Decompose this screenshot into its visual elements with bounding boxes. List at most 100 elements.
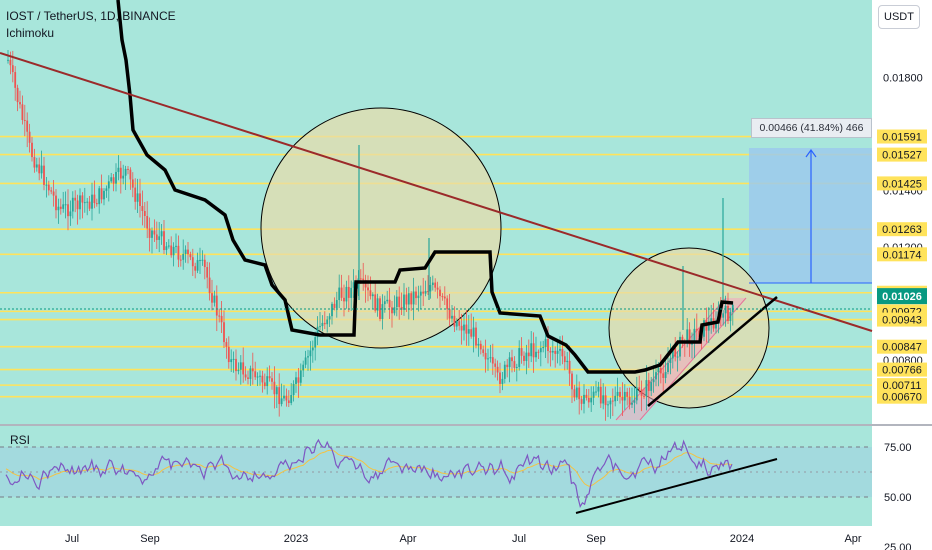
candle-body xyxy=(410,293,413,305)
candle-body xyxy=(674,347,677,357)
candle-body xyxy=(611,400,614,402)
candle-body xyxy=(319,326,321,328)
candle-body xyxy=(59,206,62,209)
candle-body xyxy=(542,346,545,349)
candle-body xyxy=(271,378,273,382)
candle-body xyxy=(249,368,252,379)
candle-body xyxy=(703,320,705,337)
candle-body xyxy=(547,338,549,352)
candle-body xyxy=(107,181,110,189)
candle-body xyxy=(597,386,600,392)
level-badge-label: 0.01263 xyxy=(882,224,922,236)
candle-body xyxy=(501,378,504,384)
candle-body xyxy=(686,329,689,343)
candle-body xyxy=(225,342,228,347)
candle-body xyxy=(395,296,398,308)
chart-title: IOST / TetherUS, 1D, BINANCE xyxy=(6,9,176,23)
candle-body xyxy=(268,376,271,379)
candle-body xyxy=(453,315,456,327)
candle-body xyxy=(407,293,410,305)
level-badge-label: 0.01425 xyxy=(882,178,922,190)
rsi-label[interactable]: RSI xyxy=(10,433,31,447)
candle-body xyxy=(393,307,396,314)
candle-body xyxy=(616,391,619,396)
candle-body xyxy=(623,391,626,401)
candle-body xyxy=(45,184,48,186)
candle-body xyxy=(664,371,667,378)
level-badge xyxy=(877,312,927,327)
candle-body xyxy=(127,168,129,170)
descending-trendline[interactable] xyxy=(0,52,873,332)
candle-body xyxy=(443,296,446,299)
candle-body xyxy=(208,277,211,294)
candle-body xyxy=(671,347,674,359)
candle-body xyxy=(640,389,643,396)
current-price-label: 0.01026 xyxy=(882,291,922,303)
indicator-name[interactable]: Ichimoku xyxy=(6,26,55,40)
candle-body xyxy=(467,329,470,334)
time-axis[interactable]: Jul Sep 2023 Apr Jul Sep 2024 Apr xyxy=(65,533,862,545)
candle-body xyxy=(362,278,365,281)
price-scale[interactable]: 0.018000.014000.012000.008000.015910.015… xyxy=(877,72,927,550)
candle-body xyxy=(43,165,45,185)
candle-body xyxy=(307,356,309,358)
candle-body xyxy=(184,249,187,254)
level-badge-label: 0.00711 xyxy=(883,380,922,392)
rsi-tick-label: 25.00 xyxy=(884,542,912,550)
candle-body xyxy=(98,188,101,205)
candle-body xyxy=(153,230,156,235)
candle-body xyxy=(422,291,425,294)
level-badge xyxy=(877,147,927,162)
candle-body xyxy=(170,245,173,256)
candle-body xyxy=(283,395,285,399)
candle-body xyxy=(110,177,113,182)
rsi-tick-label: 75.00 xyxy=(884,442,912,454)
candle-body xyxy=(544,338,547,347)
candle-body xyxy=(347,286,350,298)
candle-body xyxy=(321,322,324,327)
candle-body xyxy=(285,395,288,401)
candle-body xyxy=(715,323,717,329)
candle-body xyxy=(515,366,518,368)
candle-body xyxy=(535,351,537,358)
candle-body xyxy=(448,309,451,319)
candle-body xyxy=(266,376,269,387)
level-badge-label: 0.00847 xyxy=(882,342,922,354)
candle-body xyxy=(343,297,345,302)
candle-body xyxy=(566,360,569,363)
time-tick-label: Sep xyxy=(586,533,606,545)
candle-body xyxy=(69,211,72,217)
candle-body xyxy=(345,286,348,302)
rsi-ma-line xyxy=(5,449,732,487)
candle-body xyxy=(189,254,192,258)
candle-body xyxy=(731,304,734,313)
candle-body xyxy=(722,313,725,318)
candle-body xyxy=(693,328,696,343)
currency-button[interactable]: USDT xyxy=(878,5,920,29)
candle-body xyxy=(28,131,31,143)
candle-body xyxy=(458,321,461,326)
candle-body xyxy=(412,291,415,305)
candle-body xyxy=(136,193,139,202)
candle-body xyxy=(220,315,223,323)
candle-body xyxy=(621,396,624,401)
time-axis-background xyxy=(0,526,872,550)
candle-body xyxy=(103,190,105,200)
candle-body xyxy=(122,175,125,179)
candle-body xyxy=(388,299,391,308)
candle-body xyxy=(33,157,36,168)
candle-body xyxy=(439,289,441,297)
candle-body xyxy=(489,357,492,359)
candle-body xyxy=(227,346,230,363)
time-tick-label: Apr xyxy=(844,533,861,545)
candle-body xyxy=(465,324,468,334)
candle-body xyxy=(338,287,341,301)
candle-body xyxy=(371,294,374,297)
rsi-trendline[interactable] xyxy=(575,458,778,514)
candle-body xyxy=(609,400,612,405)
candle-body xyxy=(124,168,127,176)
kijun-line xyxy=(116,0,734,374)
candle-body xyxy=(484,352,487,360)
ascending-support-line[interactable] xyxy=(647,296,778,407)
